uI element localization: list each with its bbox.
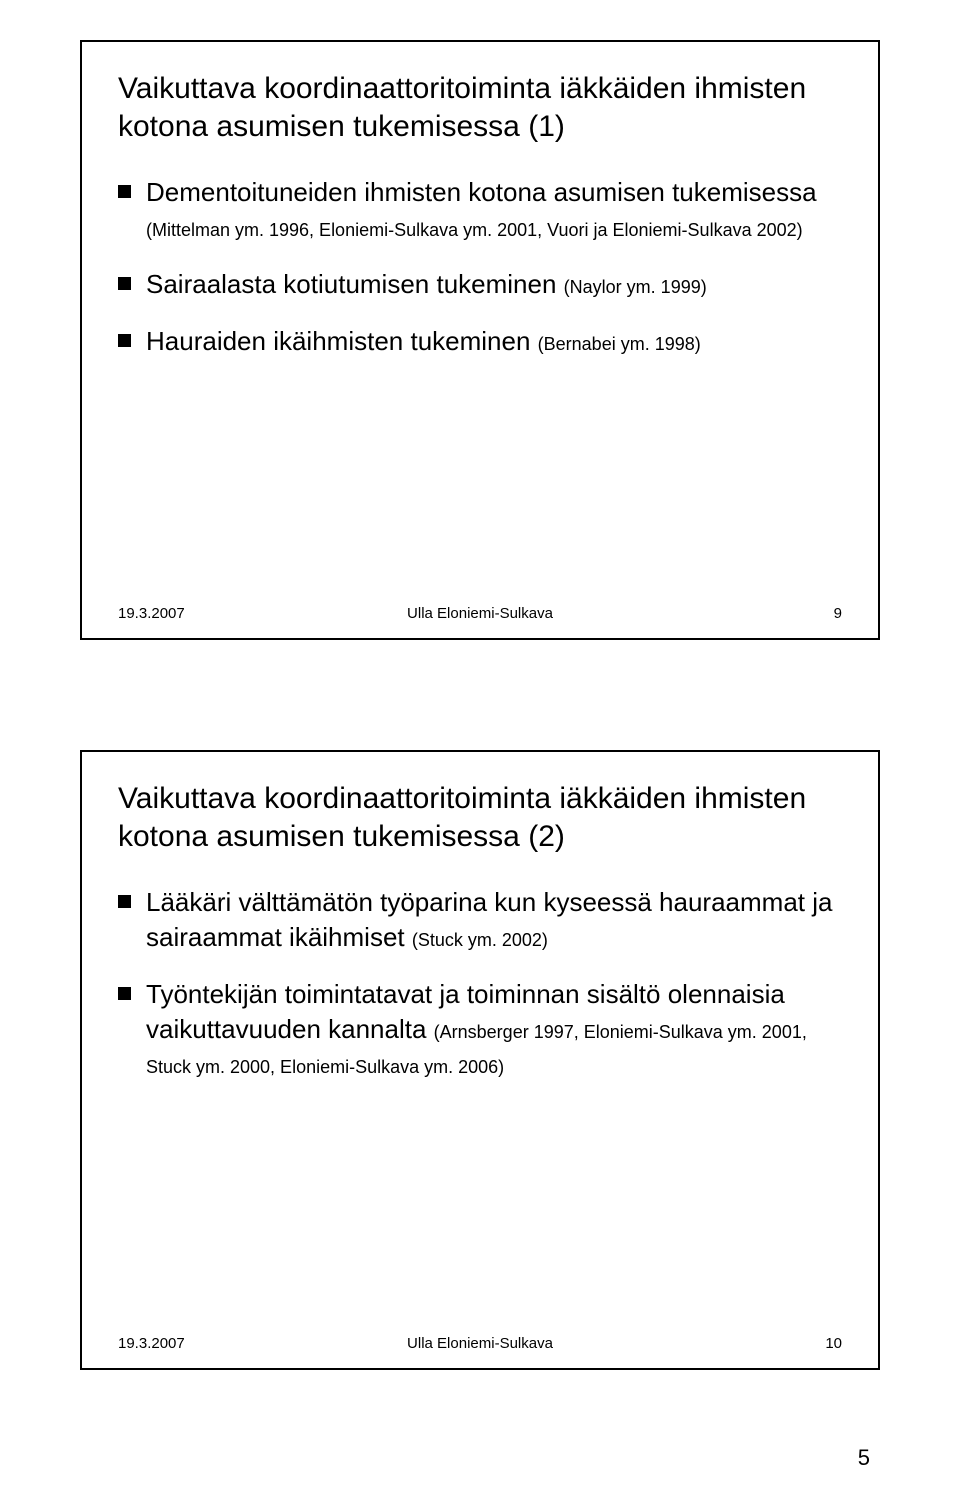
footer-author: Ulla Eloniemi-Sulkava <box>407 1335 553 1352</box>
bullet-ref: (Bernabei ym. 1998) <box>538 334 701 354</box>
footer-author: Ulla Eloniemi-Sulkava <box>407 605 553 622</box>
bullet-text: Sairaalasta kotiutumisen tukeminen <box>146 269 564 299</box>
slide-1: Vaikuttava koordinaattoritoiminta iäkkäi… <box>80 40 880 640</box>
bullet-item: Lääkäri välttämätön työparina kun kysees… <box>118 885 842 955</box>
bullet-text: Hauraiden ikäihmisten tukeminen <box>146 326 538 356</box>
bullet-item: Työntekijän toimintatavat ja toiminnan s… <box>118 977 842 1082</box>
slide-2: Vaikuttava koordinaattoritoiminta iäkkäi… <box>80 750 880 1370</box>
bullet-ref: (Mittelman ym. 1996, Eloniemi-Sulkava ym… <box>146 220 803 240</box>
slide-2-footer: 19.3.2007 Ulla Eloniemi-Sulkava 10 <box>118 1335 842 1352</box>
page-number: 5 <box>858 1445 870 1471</box>
bullet-ref: (Naylor ym. 1999) <box>564 277 707 297</box>
bullet-item: Dementoituneiden ihmisten kotona asumise… <box>118 175 842 245</box>
slide-2-title: Vaikuttava koordinaattoritoiminta iäkkäi… <box>118 780 842 855</box>
bullet-ref: (Stuck ym. 2002) <box>412 930 548 950</box>
footer-date: 19.3.2007 <box>118 605 185 622</box>
footer-date: 19.3.2007 <box>118 1335 185 1352</box>
page: Vaikuttava koordinaattoritoiminta iäkkäi… <box>0 0 960 1501</box>
slide-2-bullets: Lääkäri välttämätön työparina kun kysees… <box>118 885 842 1082</box>
bullet-item: Hauraiden ikäihmisten tukeminen (Bernabe… <box>118 324 842 359</box>
bullet-text: Dementoituneiden ihmisten kotona asumise… <box>146 177 817 207</box>
footer-slide-number: 9 <box>834 605 842 622</box>
slide-1-footer: 19.3.2007 Ulla Eloniemi-Sulkava 9 <box>118 605 842 622</box>
bullet-item: Sairaalasta kotiutumisen tukeminen (Nayl… <box>118 267 842 302</box>
slide-1-bullets: Dementoituneiden ihmisten kotona asumise… <box>118 175 842 359</box>
slide-1-title: Vaikuttava koordinaattoritoiminta iäkkäi… <box>118 70 842 145</box>
footer-slide-number: 10 <box>825 1335 842 1352</box>
